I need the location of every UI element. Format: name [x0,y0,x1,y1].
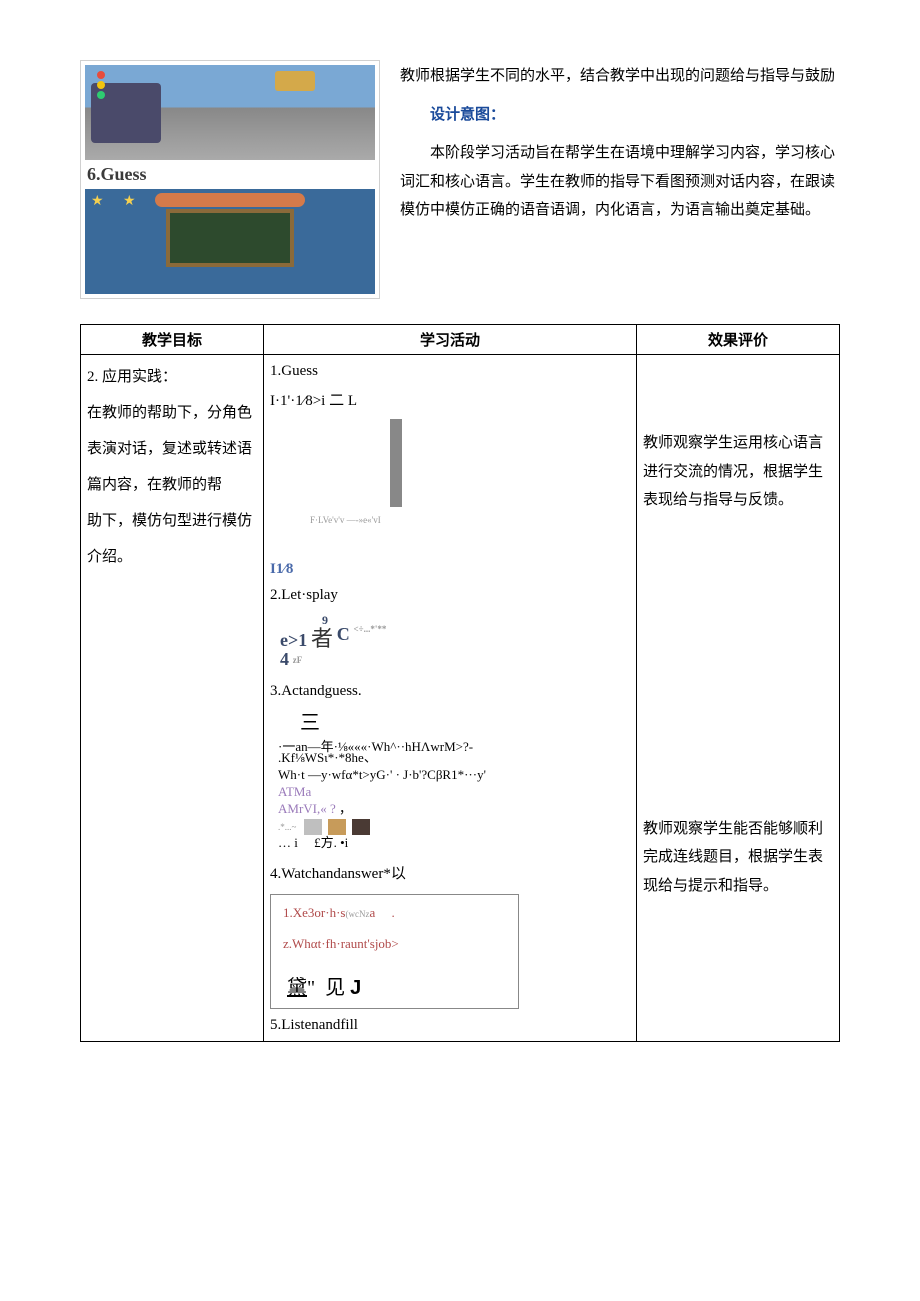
header-eval: 效果评价 [637,325,840,355]
guess-heading: 6.Guess [87,164,375,185]
dai-line: 黛" 见 J [287,972,512,1004]
g3f-line: .*...~ [278,818,630,835]
design-intent-title: 设计意图： [430,107,505,123]
quote-char: " [307,977,315,999]
goal-heading: 2. 应用实践： [87,359,257,395]
tri-char: 三 [300,707,630,739]
gray-bar-icon [390,419,402,507]
top-section: 6.Guess ★ ★ 教师根据学生不同的水平，结合教学中出现的问题给与指导与鼓… [80,60,840,299]
color-squares [304,819,370,835]
top-left-image-box: 6.Guess ★ ★ [80,60,380,299]
dai-char: 黛 [287,977,307,999]
g3f: .*...~ [278,822,296,832]
g3h: £方. •i [314,835,348,850]
g3d: ATMa [278,784,630,801]
item-4: 4.Watchandanswer*以 [270,862,630,886]
item-5: 5.Listenandfill [270,1013,630,1037]
cell-activity: 1.Guess I·1'·1⁄8>i 二 L F·LVe'v'v —-»e«'v… [264,355,637,1042]
cell-eval: 教师观察学生运用核心语言进行交流的情况，根据学生表现给与指导与反馈。 教师观察学… [637,355,840,1042]
item-3: 3.Actandguess. [270,679,630,703]
goal-body: 在教师的帮助下，分角色表演对话，复述或转述语篇内容，在教师的帮 助下，模仿句型进… [87,395,257,575]
red-q1: 1.Xe3or·h·s(wcNza . [283,903,512,924]
J-char: J [350,977,361,999]
header-activity: 学习活动 [264,325,637,355]
cell-goal: 2. 应用实践： 在教师的帮助下，分角色表演对话，复述或转述语篇内容，在教师的帮… [81,355,264,1042]
table-body-row: 2. 应用实践： 在教师的帮助下，分角色表演对话，复述或转述语篇内容，在教师的帮… [81,355,840,1042]
e-sup: <÷...*'** [354,624,387,634]
square-dark-icon [352,819,370,835]
lesson-table: 教学目标 学习活动 效果评价 2. 应用实践： 在教师的帮助下，分角色表演对话，… [80,324,840,1042]
traffic-light-icon [97,71,105,99]
jian-char: 见 [325,977,345,999]
garble-1c: I1⁄8 [270,557,630,581]
garble-3: ·一an—年·⅛«««·Wh^··hHΛwrM>?- .Kf⅛WSι*·*8he… [278,739,630,851]
item-1: 1.Guess [270,359,630,383]
e-zf: zF [293,655,303,665]
e-c: C [337,624,350,644]
e-block: 9 e>1 者 C <÷...*'** 4 zF [280,613,630,669]
e-mid: e>1 [280,630,307,650]
e-bot: 4 [280,649,289,669]
table-header-row: 教学目标 学习活动 效果评价 [81,325,840,355]
g3g-line: … i £方. •i [278,835,630,852]
g3c: Wh·t —y·wfα*t>yG·' · J·b'?CβR1*···y' [278,767,630,784]
square-tan-icon [328,819,346,835]
g3g: … i [278,835,298,850]
e-zhe: 者 [311,626,333,651]
design-intent-body: 本阶段学习活动旨在帮学生在语境中理解学习内容，学习核心词汇和核心语言。学生在教师… [400,139,840,225]
image-chalkboard-scene: ★ ★ [85,189,375,294]
eval-p2: 教师观察学生能否能够顺利完成连线题目，根据学生表现给与提示和指导。 [643,815,833,901]
inner-question-box: 1.Xe3or·h·s(wcNza . z.Whαt·fh·raunt'sjob… [270,894,519,1010]
feedback-paragraph: 教师根据学生不同的水平，结合教学中出现的问题给与指导与鼓励 [400,62,840,91]
header-goal: 教学目标 [81,325,264,355]
garble-1b: F·LVe'v'v —-»e«'vI [310,513,630,527]
item-2: 2.Let·splay [270,583,630,607]
eval-p1: 教师观察学生运用核心语言进行交流的情况，根据学生表现给与指导与反馈。 [643,429,833,515]
red-q2: z.Whαt·fh·raunt'sjob> [283,934,512,955]
square-gray-icon [304,819,322,835]
image-road-scene [85,65,375,160]
top-right-text: 教师根据学生不同的水平，结合教学中出现的问题给与指导与鼓励 设计意图： 本阶段学… [400,60,840,299]
e-top: 9 [322,613,328,627]
garble-1a: I·1'·1⁄8>i 二 L [270,389,630,413]
g3e: AMrVI,« ? ， [278,801,630,818]
